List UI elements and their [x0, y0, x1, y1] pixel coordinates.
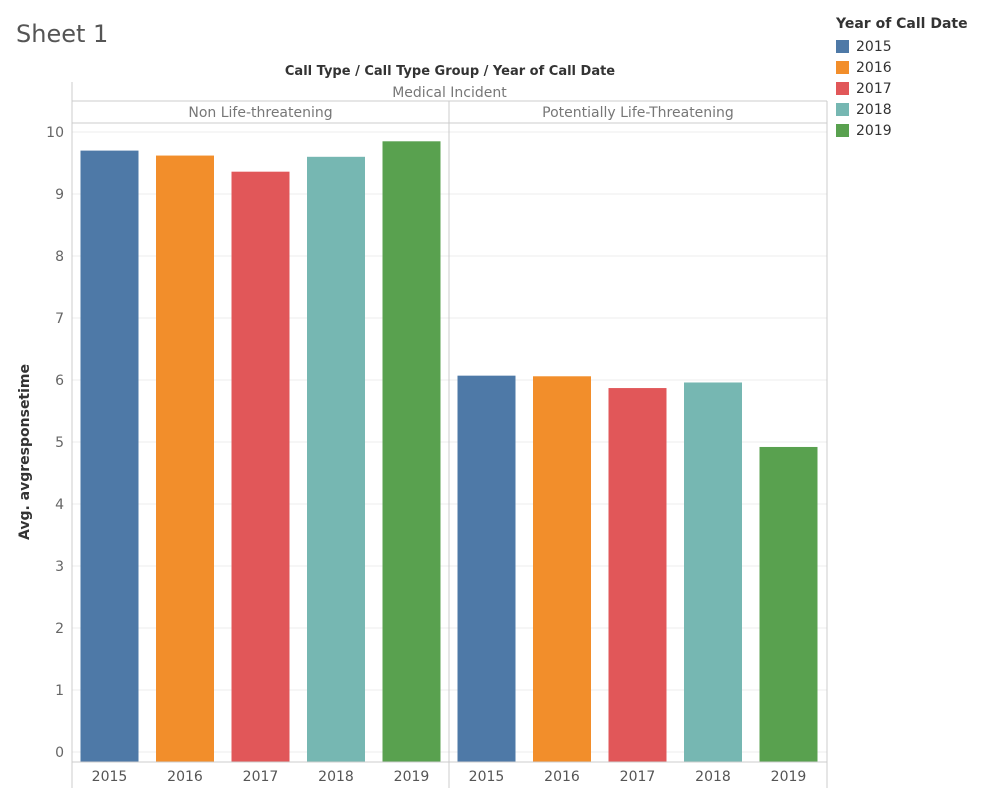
legend-label: 2017 — [856, 80, 892, 97]
bar-1-2019[interactable] — [759, 446, 818, 762]
legend-item-2017[interactable]: 2017 — [836, 78, 968, 99]
sheet-title: Sheet 1 — [16, 20, 109, 48]
legend-label: 2019 — [856, 122, 892, 139]
column-header-title: Call Type / Call Type Group / Year of Ca… — [284, 64, 616, 79]
legend-swatch — [836, 82, 849, 95]
legend-label: 2018 — [856, 101, 892, 118]
bar-0-2017[interactable] — [231, 171, 290, 762]
y-tick-label: 4 — [55, 497, 64, 513]
x-tick-label: 2019 — [394, 769, 430, 785]
legend-swatch — [836, 103, 849, 116]
x-tick-label: 2016 — [544, 769, 580, 785]
group-header: Potentially Life-Threatening — [542, 105, 734, 121]
group-header: Non Life-threatening — [188, 105, 332, 121]
x-tick-label: 2018 — [695, 769, 731, 785]
bar-1-2015[interactable] — [457, 375, 516, 762]
y-tick-label: 1 — [55, 683, 64, 699]
y-tick-label: 0 — [55, 745, 64, 761]
legend-item-2019[interactable]: 2019 — [836, 120, 968, 141]
y-tick-label: 2 — [55, 621, 64, 637]
chart-labels: 0 1 2 3 4 5 6 7 8 9 10 2015 2016 2017 2018 2019 2015 2016… — [17, 85, 806, 785]
call-type-header: Medical Incident — [392, 85, 507, 101]
y-tick-label: 10 — [46, 125, 64, 141]
legend-swatch — [836, 61, 849, 74]
legend-item-2015[interactable]: 2015 — [836, 36, 968, 57]
legend-label: 2015 — [856, 38, 892, 55]
bars — [80, 141, 818, 763]
legend: Year of Call Date 2015 2016 2017 2018 20… — [836, 16, 968, 141]
bar-0-2018[interactable] — [307, 156, 365, 763]
bar-1-2018[interactable] — [684, 382, 742, 762]
y-tick-label: 3 — [55, 559, 64, 575]
y-axis-label: Avg. avgresponsetime — [17, 364, 33, 540]
chart-frame — [71, 82, 828, 788]
x-tick-label: 2015 — [92, 769, 128, 785]
legend-swatch — [836, 40, 849, 53]
bar-0-2016[interactable] — [156, 155, 214, 762]
y-tick-label: 6 — [55, 373, 64, 389]
x-tick-label: 2019 — [771, 769, 807, 785]
bar-0-2019[interactable] — [382, 141, 441, 763]
legend-swatch — [836, 124, 849, 137]
bar-1-2017[interactable] — [608, 388, 667, 762]
x-tick-label: 2015 — [469, 769, 505, 785]
x-tick-label: 2016 — [167, 769, 203, 785]
y-tick-label: 8 — [55, 249, 64, 265]
legend-label: 2016 — [856, 59, 892, 76]
legend-item-2018[interactable]: 2018 — [836, 99, 968, 120]
bar-0-2015[interactable] — [80, 150, 139, 763]
x-tick-label: 2018 — [318, 769, 354, 785]
y-tick-label: 5 — [55, 435, 64, 451]
y-tick-label: 7 — [55, 311, 64, 327]
legend-title: Year of Call Date — [836, 16, 968, 32]
x-tick-label: 2017 — [620, 769, 656, 785]
x-tick-label: 2017 — [243, 769, 279, 785]
bar-1-2016[interactable] — [533, 376, 591, 762]
legend-item-2016[interactable]: 2016 — [836, 57, 968, 78]
y-tick-label: 9 — [55, 187, 64, 203]
